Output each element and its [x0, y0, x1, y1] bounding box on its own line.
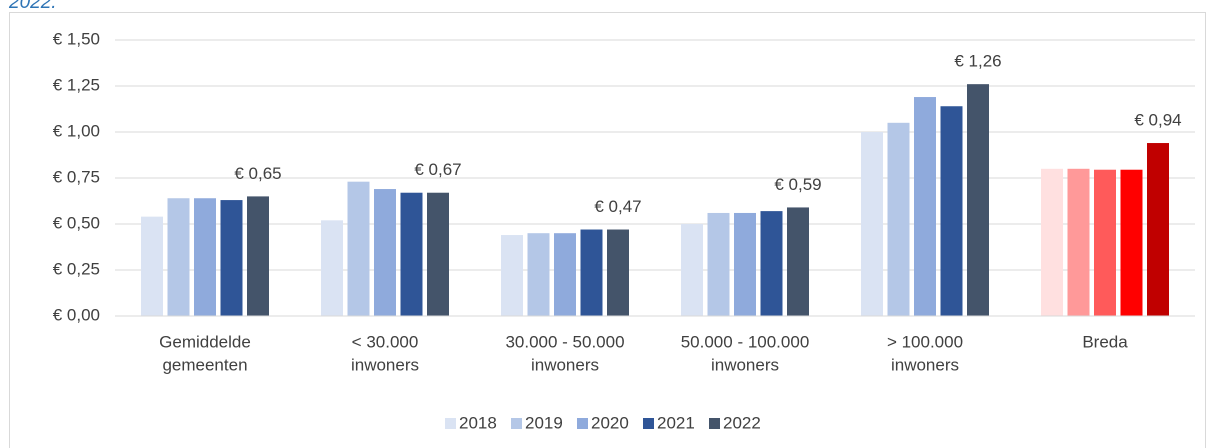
data-label: € 0,65	[234, 164, 281, 183]
x-tick-label: inwoners	[531, 355, 599, 374]
x-tick-label: inwoners	[711, 355, 779, 374]
data-label: € 0,94	[1134, 111, 1181, 130]
legend-label: 2018	[459, 413, 497, 432]
legend-label: 2020	[591, 413, 629, 432]
bar	[1067, 168, 1090, 316]
bar	[607, 229, 629, 316]
y-tick-label: € 1,25	[53, 75, 100, 94]
legend-swatch	[577, 418, 588, 429]
caption: 2022.	[8, 0, 57, 13]
bar	[707, 212, 730, 316]
x-tick-label: inwoners	[351, 355, 419, 374]
x-tick-label: 50.000 - 100.000	[681, 332, 810, 351]
data-label: € 0,59	[774, 175, 821, 194]
bar	[141, 216, 163, 316]
x-tick-label: < 30.000	[352, 332, 419, 351]
x-tick-label: Gemiddelde	[159, 332, 251, 351]
bar	[1147, 143, 1169, 316]
bar	[914, 97, 936, 316]
bar	[681, 224, 703, 316]
y-tick-label: € 0,00	[53, 305, 100, 324]
bar	[967, 84, 989, 316]
legend-swatch	[445, 418, 456, 429]
data-label: € 0,47	[594, 197, 641, 216]
bar	[347, 181, 370, 316]
legend-label: 2019	[525, 413, 563, 432]
bar	[861, 132, 883, 316]
bar	[194, 198, 216, 316]
bar	[1120, 169, 1143, 316]
y-tick-label: € 0,75	[53, 167, 100, 186]
bar	[400, 192, 423, 316]
legend-label: 2022	[723, 413, 761, 432]
y-tick-label: € 0,50	[53, 213, 100, 232]
bar	[321, 220, 343, 316]
bar	[554, 233, 576, 316]
bar	[787, 207, 809, 316]
bar	[734, 212, 756, 316]
x-tick-label: Breda	[1082, 332, 1128, 351]
legend-swatch	[709, 418, 720, 429]
bar	[220, 200, 243, 316]
y-tick-label: € 1,50	[53, 29, 100, 48]
bar	[374, 189, 396, 316]
x-tick-label: gemeenten	[162, 355, 247, 374]
legend-label: 2021	[657, 413, 695, 432]
bar	[427, 192, 449, 316]
bar	[501, 235, 523, 316]
x-tick-label: inwoners	[891, 355, 959, 374]
bar	[527, 233, 550, 316]
y-tick-label: € 0,25	[53, 259, 100, 278]
bar	[887, 122, 910, 316]
bar	[167, 198, 190, 316]
x-tick-label: 30.000 - 50.000	[505, 332, 624, 351]
legend-swatch	[511, 418, 522, 429]
y-tick-label: € 1,00	[53, 121, 100, 140]
bar	[247, 196, 269, 316]
x-tick-label: > 100.000	[887, 332, 963, 351]
bar	[940, 106, 963, 317]
bar	[1041, 168, 1063, 316]
data-label: € 1,26	[954, 52, 1001, 71]
legend-swatch	[643, 418, 654, 429]
bar	[1094, 169, 1116, 316]
bar	[760, 211, 783, 316]
bar	[580, 229, 603, 316]
data-label: € 0,67	[414, 160, 461, 179]
